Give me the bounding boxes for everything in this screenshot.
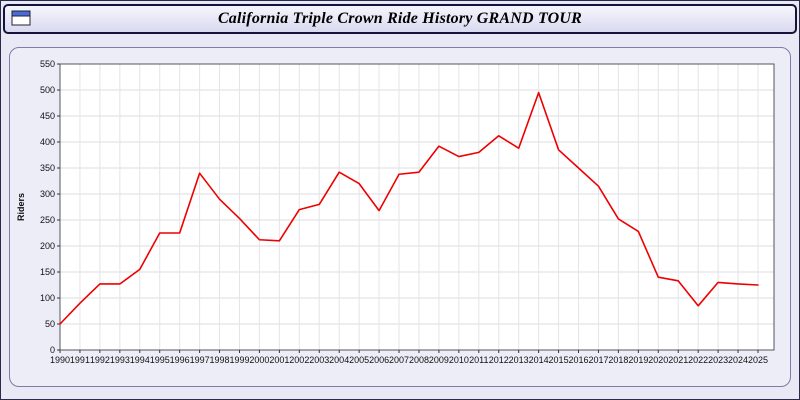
window-icon-glyph	[11, 10, 31, 26]
x-tick-label: 2017	[588, 355, 608, 365]
x-tick-label: 1994	[130, 355, 150, 365]
x-tick-label: 2014	[529, 355, 549, 365]
x-tick-label: 2023	[708, 355, 728, 365]
x-tick-label: 2024	[728, 355, 748, 365]
x-tick-label: 2001	[269, 355, 289, 365]
x-tick-label: 2015	[549, 355, 569, 365]
y-tick-label: 150	[40, 267, 55, 277]
x-tick-label: 2019	[628, 355, 648, 365]
y-tick-label: 350	[40, 163, 55, 173]
x-tick-label: 2009	[429, 355, 449, 365]
window-icon[interactable]	[11, 10, 31, 26]
page-title: California Triple Crown Ride History GRA…	[217, 10, 583, 27]
y-tick-label: 200	[40, 241, 55, 251]
x-tick-label: 2007	[389, 355, 409, 365]
x-tick-label: 1999	[229, 355, 249, 365]
x-tick-label: 1995	[150, 355, 170, 365]
y-tick-label: 500	[40, 85, 55, 95]
x-tick-label: 2012	[489, 355, 509, 365]
x-tick-label: 1996	[170, 355, 190, 365]
x-tick-label: 1997	[190, 355, 210, 365]
x-tick-label: 2011	[469, 355, 488, 365]
x-tick-label: 2006	[369, 355, 389, 365]
x-tick-label: 2020	[648, 355, 668, 365]
x-tick-label: 1990	[50, 355, 70, 365]
x-tick-label: 1992	[90, 355, 110, 365]
x-tick-label: 2013	[509, 355, 529, 365]
x-tick-label: 1993	[110, 355, 130, 365]
y-tick-label: 100	[40, 293, 55, 303]
x-tick-label: 1991	[70, 355, 90, 365]
x-tick-label: 1998	[210, 355, 230, 365]
x-tick-label: 2005	[349, 355, 369, 365]
x-tick-label: 2018	[608, 355, 628, 365]
y-tick-label: 400	[40, 137, 55, 147]
x-tick-label: 2022	[688, 355, 708, 365]
plot-area	[60, 64, 774, 350]
y-tick-label: 50	[45, 319, 55, 329]
x-tick-label: 2021	[668, 355, 688, 365]
y-tick-label: 550	[40, 59, 55, 69]
y-tick-label: 250	[40, 215, 55, 225]
x-tick-label: 2010	[449, 355, 469, 365]
x-tick-label: 2002	[289, 355, 309, 365]
y-tick-label: 300	[40, 189, 55, 199]
title-bar: California Triple Crown Ride History GRA…	[3, 4, 797, 34]
x-tick-label: 2008	[409, 355, 429, 365]
y-tick-label: 450	[40, 111, 55, 121]
x-tick-label: 2004	[329, 355, 349, 365]
chart-container: 0 50 100 150 200 250 300 350 400 450 500 550 1990 199…	[9, 47, 791, 387]
y-axis-label: Riders	[16, 193, 26, 221]
plot-border	[59, 63, 775, 351]
data-line	[59, 91, 759, 325]
x-tick-label: 2016	[568, 355, 588, 365]
x-tick-label: 2000	[249, 355, 269, 365]
x-tick-label: 2025	[748, 355, 768, 365]
x-tick-label: 2003	[309, 355, 329, 365]
y-tick-label: 0	[50, 345, 55, 355]
